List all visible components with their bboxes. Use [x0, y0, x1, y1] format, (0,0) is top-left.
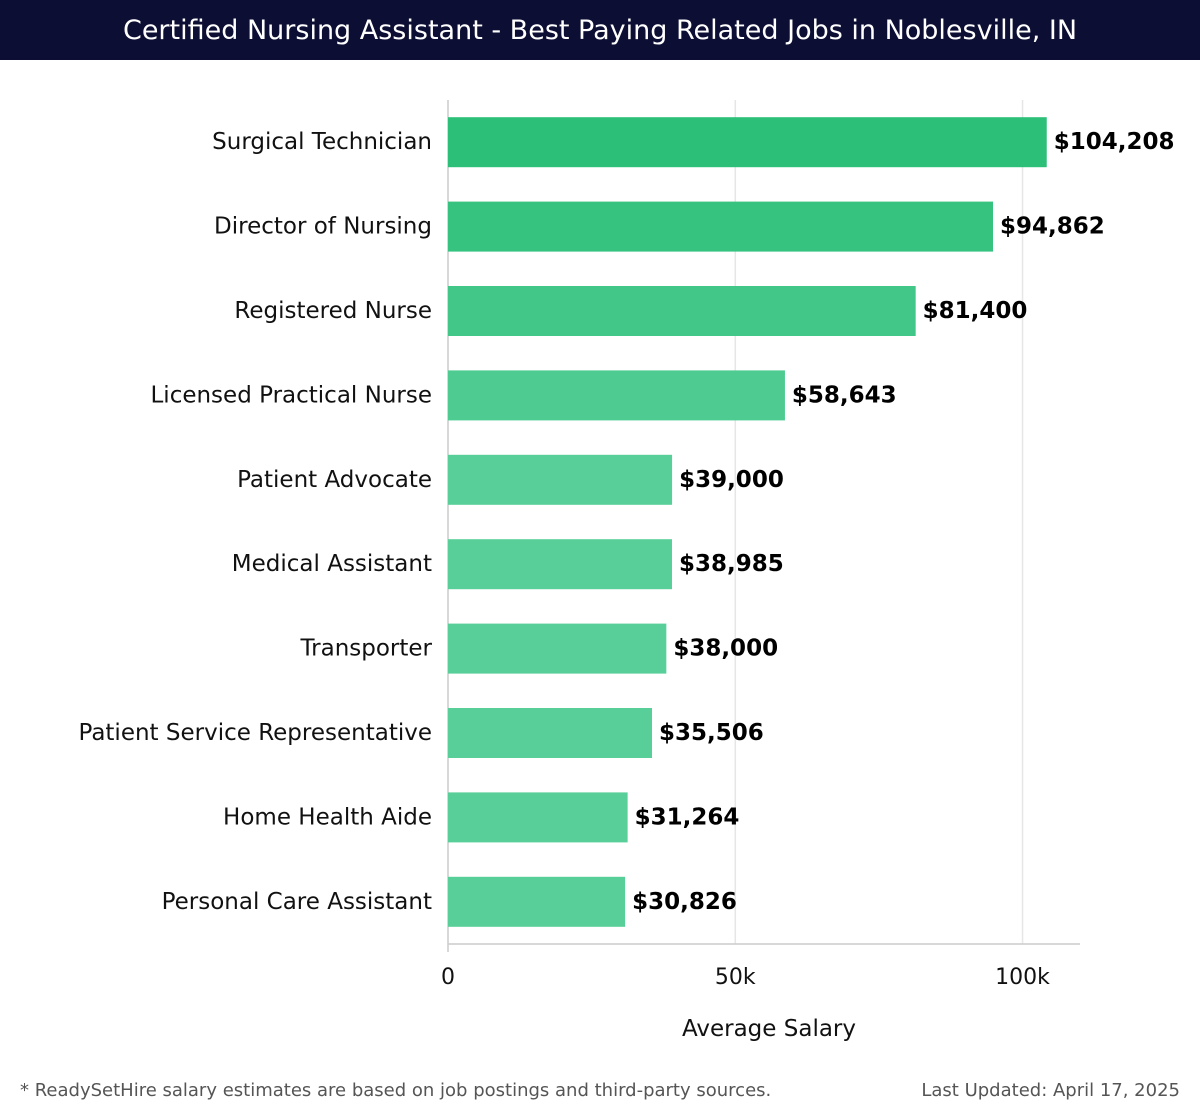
chart-title: Certified Nursing Assistant - Best Payin… [122, 14, 1078, 46]
value-label: $31,264 [635, 804, 740, 830]
category-label: Surgical Technician [212, 129, 432, 155]
category-label: Personal Care Assistant [162, 889, 432, 915]
value-label: $81,400 [923, 298, 1028, 324]
category-label: Director of Nursing [214, 214, 432, 240]
value-label: $38,000 [673, 636, 778, 662]
bar [448, 117, 1047, 168]
bar [448, 539, 672, 590]
value-label: $38,985 [679, 551, 784, 577]
category-label: Transporter [299, 636, 432, 662]
category-label: Medical Assistant [232, 551, 432, 577]
salary-bar-chart: Surgical Technician $104,208 Director of N… [78, 100, 1175, 1042]
value-label: $94,862 [1000, 214, 1105, 240]
category-label: Licensed Practical Nurse [150, 382, 432, 408]
bar [448, 876, 626, 927]
category-label: Home Health Aide [223, 804, 432, 830]
bar [448, 201, 994, 252]
x-tick-label: 0 [441, 965, 455, 990]
category-label: Patient Advocate [237, 467, 432, 493]
bar [448, 792, 628, 843]
bar [448, 708, 652, 758]
chart-header: Certified Nursing Assistant - Best Payin… [0, 0, 1200, 60]
bar [448, 454, 673, 505]
value-label: $104,208 [1054, 129, 1175, 155]
x-tick-label: 100k [995, 965, 1050, 990]
x-axis-title: Average Salary [682, 1016, 856, 1042]
footer-disclaimer: * ReadySetHire salary estimates are base… [20, 1080, 772, 1101]
category-label: Registered Nurse [234, 298, 432, 324]
x-tick-label: 50k [715, 965, 756, 990]
category-label: Patient Service Representative [78, 720, 432, 746]
value-label: $58,643 [792, 382, 897, 408]
bar [448, 286, 916, 336]
bar [448, 623, 667, 674]
bar [448, 370, 785, 421]
last-updated: Last Updated: April 17, 2025 [921, 1080, 1180, 1101]
value-label: $35,506 [659, 720, 764, 746]
value-label: $39,000 [679, 467, 784, 493]
value-label: $30,826 [632, 889, 737, 915]
